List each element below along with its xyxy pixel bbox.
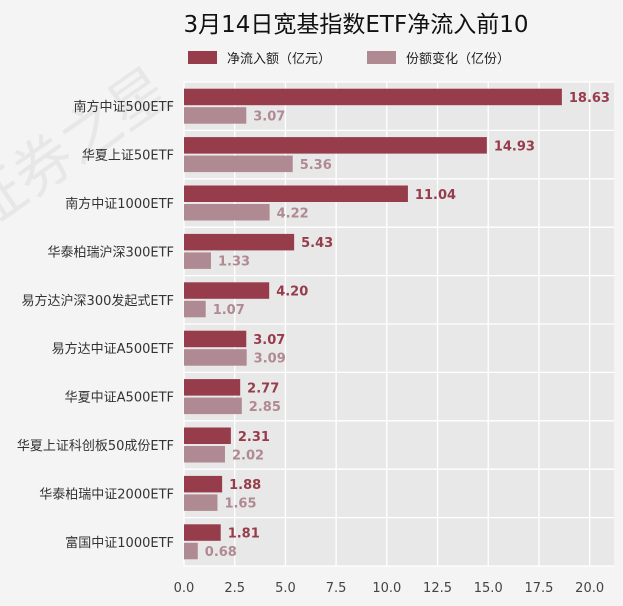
- category-label: 南方中证1000ETF: [65, 196, 174, 212]
- data-label: 5.36: [300, 158, 332, 173]
- category-labels: 南方中证500ETF 华夏上证50ETF 南方中证1000ETF 华泰柏瑞沪深300E…: [17, 99, 174, 551]
- category-label: 华夏上证50ETF: [82, 149, 174, 164]
- category-label: 易方达中证A500ETF: [52, 341, 174, 357]
- data-label: 18.63: [569, 91, 610, 106]
- data-label: 1.88: [229, 478, 261, 493]
- data-label: 1.81: [228, 527, 260, 542]
- data-label: 11.04: [415, 188, 456, 203]
- bar-share-change: [184, 542, 198, 560]
- data-label: 1.33: [218, 255, 250, 270]
- data-label: 2.02: [232, 448, 264, 463]
- data-label: 2.77: [247, 381, 279, 396]
- category-label: 南方中证500ETF: [74, 99, 174, 115]
- x-tick-label: 0.0: [174, 581, 195, 596]
- x-tick-label: 15.0: [474, 581, 503, 596]
- bar-share-change: [184, 300, 206, 318]
- bar-net-inflow: [184, 137, 487, 154]
- legend-label: 净流入额（亿元）: [227, 52, 331, 67]
- bar-share-change: [184, 107, 247, 124]
- category-label: 易方达沪深300发起式ETF: [22, 293, 174, 309]
- category-label: 华泰柏瑞沪深300ETF: [48, 244, 174, 260]
- data-label: 3.07: [253, 333, 285, 348]
- bars: 18.63 3.07 14.93 5.36 11.04 4.22 5.43 1.33 4.20 1…: [184, 88, 610, 560]
- bar-net-inflow: [184, 185, 408, 202]
- data-label: 0.68: [205, 545, 237, 560]
- x-tick-label: 17.5: [524, 581, 553, 596]
- x-tick-label: 20.0: [575, 581, 604, 596]
- data-label: 1.65: [224, 497, 256, 512]
- data-label: 4.22: [277, 206, 309, 221]
- bar-net-inflow: [184, 233, 295, 251]
- data-label: 5.43: [301, 236, 333, 251]
- bar-share-change: [184, 397, 242, 415]
- grid: [183, 81, 614, 567]
- x-tick-label: 10.0: [372, 581, 401, 596]
- x-tick-label: 12.5: [423, 581, 452, 596]
- bar-net-inflow: [184, 524, 221, 541]
- bar-share-change: [184, 155, 293, 173]
- bar-net-inflow: [184, 88, 562, 106]
- data-label: 2.31: [238, 430, 270, 445]
- x-tick-label: 7.5: [326, 581, 347, 596]
- category-label: 华夏中证A500ETF: [65, 391, 174, 406]
- bar-share-change: [184, 252, 211, 269]
- bar-share-change: [184, 446, 225, 463]
- legend-swatch: [367, 51, 396, 64]
- legend-swatch: [188, 51, 217, 64]
- category-label: 华夏上证科创板50成份ETF: [17, 439, 174, 454]
- bar-share-change: [184, 494, 218, 511]
- data-label: 3.09: [254, 351, 286, 366]
- bar-net-inflow: [184, 427, 231, 444]
- bar-share-change: [184, 204, 270, 221]
- category-label: 富国中证1000ETF: [65, 535, 174, 551]
- data-label: 14.93: [494, 139, 535, 154]
- bar-share-change: [184, 349, 247, 366]
- bar-net-inflow: [184, 330, 247, 348]
- x-tick-label: 2.5: [224, 581, 245, 596]
- x-tick-label: 5.0: [275, 581, 296, 596]
- data-label: 3.07: [253, 109, 285, 124]
- chart-title: 3月14日宽基指数ETF净流入前10: [184, 12, 529, 38]
- bar-net-inflow: [184, 475, 223, 493]
- legend-label: 份额变化（亿份）: [406, 51, 510, 67]
- x-axis-ticks: 0.0 2.5 5.0 7.5 10.0 12.5 15.0 17.5 20.0: [174, 581, 604, 596]
- category-label: 华泰柏瑞中证2000ETF: [39, 487, 174, 502]
- data-label: 2.85: [249, 400, 281, 415]
- bar-net-inflow: [184, 379, 241, 396]
- bar-net-inflow: [184, 282, 270, 299]
- legend: 净流入额（亿元） 份额变化（亿份）: [188, 51, 510, 67]
- data-label: 1.07: [213, 303, 245, 318]
- data-label: 4.20: [276, 285, 308, 300]
